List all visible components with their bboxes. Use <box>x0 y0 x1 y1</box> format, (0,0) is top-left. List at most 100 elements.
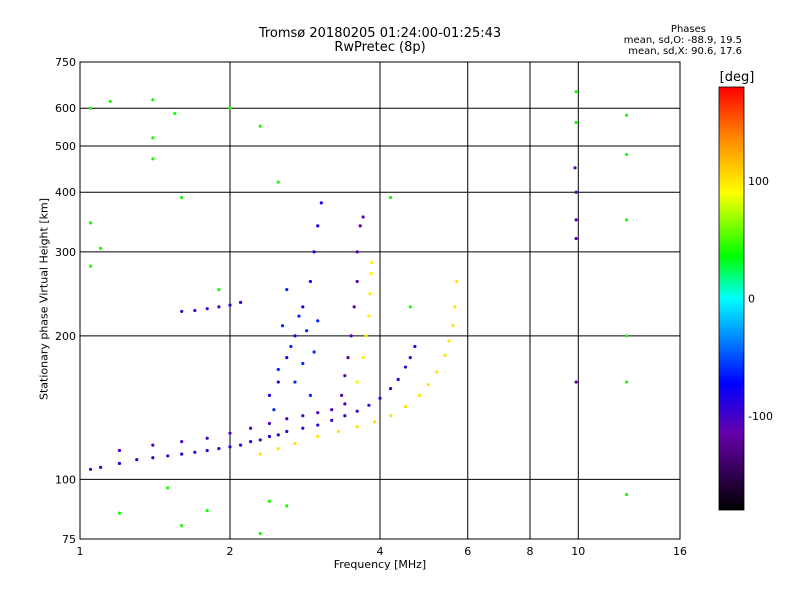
colorbar-label: [deg] <box>719 70 755 85</box>
data-point <box>624 152 629 157</box>
data-point <box>355 380 359 384</box>
x-tick-label: 6 <box>464 545 471 558</box>
data-point <box>624 492 629 497</box>
data-point <box>378 396 382 400</box>
data-point <box>88 264 93 268</box>
data-point <box>88 467 93 471</box>
data-point <box>117 448 122 453</box>
data-point <box>166 454 170 458</box>
data-point <box>574 218 578 222</box>
data-point <box>624 334 629 338</box>
data-point <box>388 387 393 391</box>
data-point <box>99 465 103 469</box>
x-tick-label: 2 <box>227 545 234 558</box>
y-tick-label: 600 <box>55 102 76 115</box>
x-tick-label: 8 <box>527 545 534 558</box>
data-point <box>352 305 356 309</box>
data-point <box>228 431 232 435</box>
data-point <box>285 429 289 434</box>
data-point <box>316 434 320 439</box>
data-point <box>312 350 316 354</box>
y-axis-ticks: 75 100 200 300 400 500 600 750 <box>55 56 76 546</box>
data-point <box>358 224 362 228</box>
data-point <box>180 440 184 444</box>
data-point <box>267 499 272 503</box>
data-point <box>249 426 253 430</box>
data-point <box>316 423 320 427</box>
data-point <box>193 450 197 454</box>
data-point <box>151 443 155 447</box>
stats-heading: Phases <box>670 24 706 35</box>
data-point <box>316 224 320 228</box>
plot-frame <box>79 61 681 540</box>
data-point <box>258 531 262 536</box>
data-point <box>88 221 93 225</box>
y-tick-label: 400 <box>55 186 76 199</box>
data-point <box>228 303 232 307</box>
data-point <box>238 300 243 305</box>
data-point <box>205 436 209 440</box>
data-point <box>258 452 262 456</box>
x-axis-label: Frequency [MHz] <box>333 558 427 571</box>
data-point <box>388 195 393 200</box>
data-point <box>364 334 368 338</box>
data-point <box>453 305 457 309</box>
trace <box>573 166 578 384</box>
data-point <box>355 409 359 413</box>
data-point <box>316 319 320 323</box>
x-tick-label: 1 <box>77 545 84 558</box>
data-point <box>330 408 334 412</box>
data-point <box>276 367 280 372</box>
data-point <box>205 307 209 311</box>
data-point <box>117 461 122 466</box>
data-point <box>624 380 629 384</box>
data-point <box>355 250 359 254</box>
data-point <box>361 215 365 219</box>
data-point <box>276 447 280 451</box>
data-point <box>372 420 377 424</box>
data-point <box>443 353 447 357</box>
x-tick-label: 10 <box>571 545 585 558</box>
trace <box>267 201 323 398</box>
stats-o-mode: mean, sd,O: -88.9, 19.5 <box>623 35 742 46</box>
data-point <box>180 195 184 200</box>
data-point <box>308 279 313 284</box>
data-point <box>312 250 316 254</box>
data-point <box>151 98 155 102</box>
data-point <box>396 377 400 382</box>
data-point <box>267 421 272 426</box>
data-point <box>297 314 301 318</box>
data-point <box>624 113 629 117</box>
data-point <box>447 339 451 343</box>
data-point <box>285 287 289 292</box>
data-point <box>117 511 122 515</box>
trace <box>88 344 417 471</box>
data-point <box>417 393 422 398</box>
colorbar-tick-label: 100 <box>748 175 769 188</box>
data-point <box>285 504 289 508</box>
data-point <box>574 190 578 194</box>
x-tick-label: 16 <box>673 545 687 558</box>
data-point <box>258 124 262 128</box>
data-point <box>308 393 313 398</box>
trace <box>340 215 365 398</box>
data-point <box>408 305 412 309</box>
y-tick-label: 200 <box>55 330 76 343</box>
data-point <box>180 524 184 528</box>
data-point <box>355 425 359 429</box>
data-point <box>573 166 577 170</box>
data-point <box>349 334 353 338</box>
data-point <box>217 287 221 292</box>
data-point <box>267 393 272 398</box>
data-point <box>293 380 297 384</box>
trace <box>272 287 320 412</box>
phase-stats: Phases mean, sd,O: -88.9, 19.5 mean, sd,… <box>624 24 742 57</box>
data-point <box>305 329 309 333</box>
data-point <box>301 305 305 309</box>
data-point <box>280 324 285 328</box>
data-point <box>205 448 209 453</box>
data-point <box>343 402 347 406</box>
data-point <box>355 279 359 284</box>
data-point <box>293 441 297 445</box>
data-point <box>574 120 578 125</box>
